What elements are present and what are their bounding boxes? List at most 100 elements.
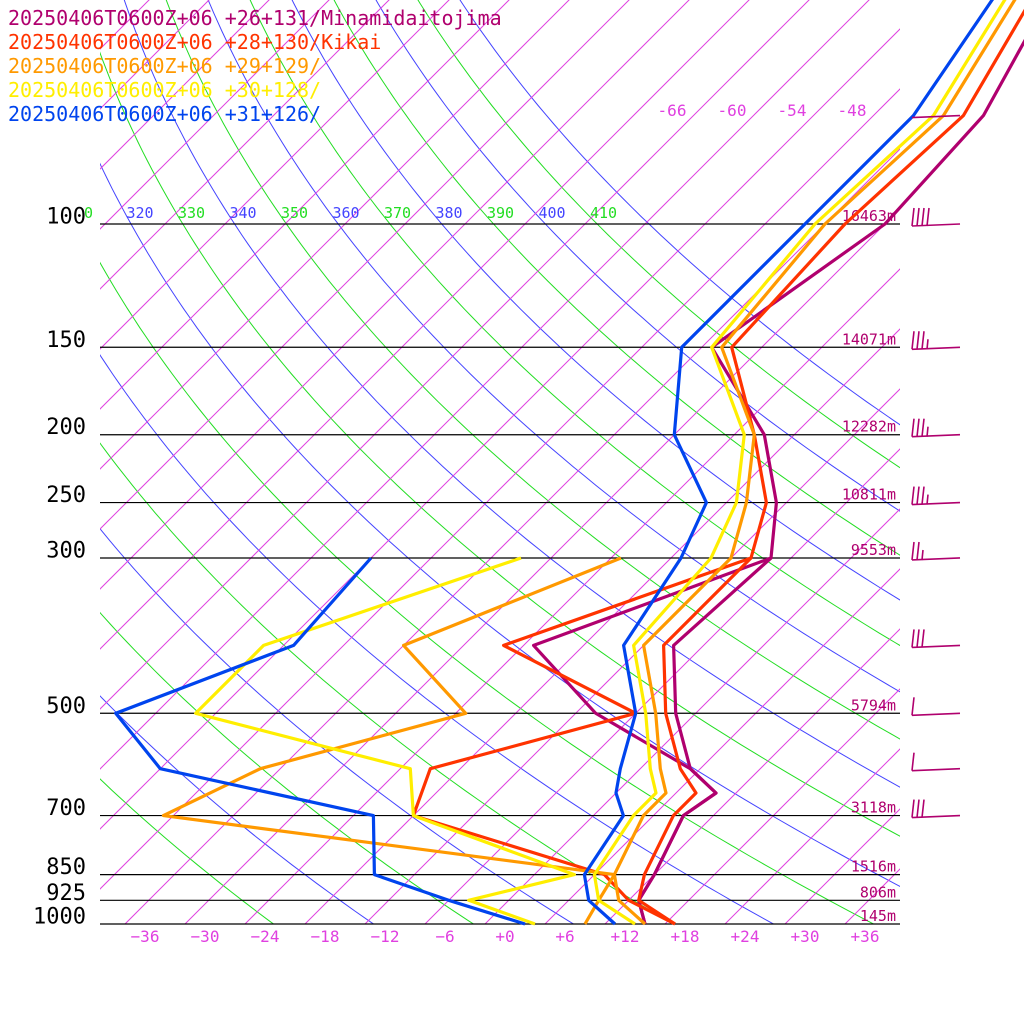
height-label: 10811m: [842, 486, 896, 504]
isotherm-line: [544, 568, 900, 924]
height-label: 1516m: [851, 858, 896, 876]
wind-barb: [911, 418, 961, 438]
theta-label: 400: [538, 204, 565, 222]
height-label: 806m: [860, 883, 896, 901]
height-label: 9553m: [851, 541, 896, 559]
dewpoint-line: [114, 556, 526, 926]
temperature-tick-label: −6: [435, 927, 454, 946]
theta-line: [165, 0, 900, 740]
legend-entry: 20250406T0600Z+06 +28+130/Kikai: [8, 30, 381, 54]
temperature-line: [612, 0, 1017, 926]
theta-label: 390: [487, 204, 514, 222]
height-label: 145m: [860, 907, 896, 925]
legend-entry: 20250406T0600Z+06 +30+128/: [8, 78, 321, 102]
temperature-line: [637, 8, 1024, 926]
theta-label: 330: [178, 204, 205, 222]
theta-label: 350: [281, 204, 308, 222]
isotherm-line: [244, 268, 900, 924]
height-label: 3118m: [851, 799, 896, 817]
pressure-label: 500: [46, 694, 86, 719]
wind-barb: [911, 752, 961, 772]
isotherm-line: [100, 28, 900, 830]
theta-line: [249, 0, 900, 647]
theta-label: 0: [84, 204, 93, 222]
temperature-tick-label: +6: [555, 927, 574, 946]
isotherm-line: [304, 328, 900, 924]
theta-label: 360: [332, 204, 359, 222]
legend-entry: 20250406T0600Z+06 +31+126/: [8, 102, 321, 126]
legend: 20250406T0600Z+06 +26+131/Minamidaitojim…: [8, 6, 502, 126]
theta-line: [100, 527, 575, 924]
theta-line: [100, 51, 900, 837]
temperature-tick-label: −30: [191, 927, 220, 946]
isotherm-line: [424, 448, 900, 924]
upper-temperature-label: -54: [778, 101, 807, 120]
height-label: 14071m: [842, 330, 896, 348]
upper-temperature-label: -60: [718, 101, 747, 120]
isotherm-line: [664, 688, 900, 924]
isotherm-line: [100, 0, 510, 410]
temperature-tick-label: −18: [311, 927, 340, 946]
dewpoint-line: [194, 556, 577, 926]
wind-barb: [911, 799, 961, 819]
temperature-tick-label: +30: [791, 927, 820, 946]
pressure-label: 300: [46, 538, 86, 563]
temperature-tick-label: −12: [371, 927, 400, 946]
theta-line: [100, 354, 775, 924]
isotherm-line: [100, 0, 630, 530]
pressure-label: 925: [46, 881, 86, 906]
isotherm-line: [100, 0, 450, 350]
temperature-tick-label: +36: [851, 927, 880, 946]
upper-temperature-label: -66: [658, 101, 687, 120]
theta-line: [100, 695, 375, 924]
isotherm-line: [484, 508, 900, 924]
dry-adiabats: [100, 0, 900, 924]
dewpoint-line: [161, 556, 622, 925]
isotherm-line: [364, 388, 900, 924]
theta-line: [375, 0, 900, 512]
pressure-label: 150: [46, 328, 86, 353]
isotherm-line: [604, 628, 900, 924]
pressure-label: 250: [46, 483, 86, 508]
temperature-tick-label: +18: [671, 927, 700, 946]
theta-line: [459, 0, 900, 426]
dewpoint-line: [411, 556, 752, 926]
isotherm-line: [184, 208, 900, 924]
temperature-tick-label: −36: [131, 927, 160, 946]
legend-entry: 20250406T0600Z+06 +29+129/: [8, 54, 321, 78]
theta-line: [417, 0, 900, 469]
theta-line: [100, 162, 900, 887]
wind-barb: [911, 697, 961, 717]
axis-labels: −36 −30 −24 −18 −12 −6 +0 +6 +12 +18 +24 +30 +36 -66 -…: [84, 101, 879, 946]
temperature-tick-label: −24: [251, 927, 280, 946]
pressure-label: 850: [46, 855, 86, 880]
isotherm-line: [100, 0, 810, 710]
isotherm-line: [100, 0, 750, 650]
wind-barb: [911, 114, 961, 119]
upper-temperature-label: -48: [838, 101, 867, 120]
theta-label: 340: [229, 204, 256, 222]
temperature-tick-label: +0: [495, 927, 514, 946]
pressure-label: 1000: [33, 905, 86, 930]
theta-line: [100, 261, 875, 924]
wind-barb: [911, 207, 961, 227]
theta-label: 380: [435, 204, 462, 222]
theta-line: [291, 0, 900, 601]
theta-line: [100, 442, 675, 924]
theta-line: [207, 0, 900, 693]
wind-barbs: [911, 114, 961, 819]
wind-barb: [911, 486, 961, 506]
theta-line: [100, 611, 475, 924]
theta-label: 370: [384, 204, 411, 222]
temperature-tick-label: +12: [611, 927, 640, 946]
height-label: 12282m: [842, 418, 896, 436]
isotherms: [100, 0, 900, 924]
legend-entry: 20250406T0600Z+06 +26+131/Minamidaitojim…: [8, 6, 502, 30]
height-label: 16463m: [842, 207, 896, 225]
height-label: 5794m: [851, 696, 896, 714]
temperature-tick-label: +24: [731, 927, 760, 946]
isotherm-line: [100, 88, 900, 890]
wind-barb: [911, 629, 961, 649]
